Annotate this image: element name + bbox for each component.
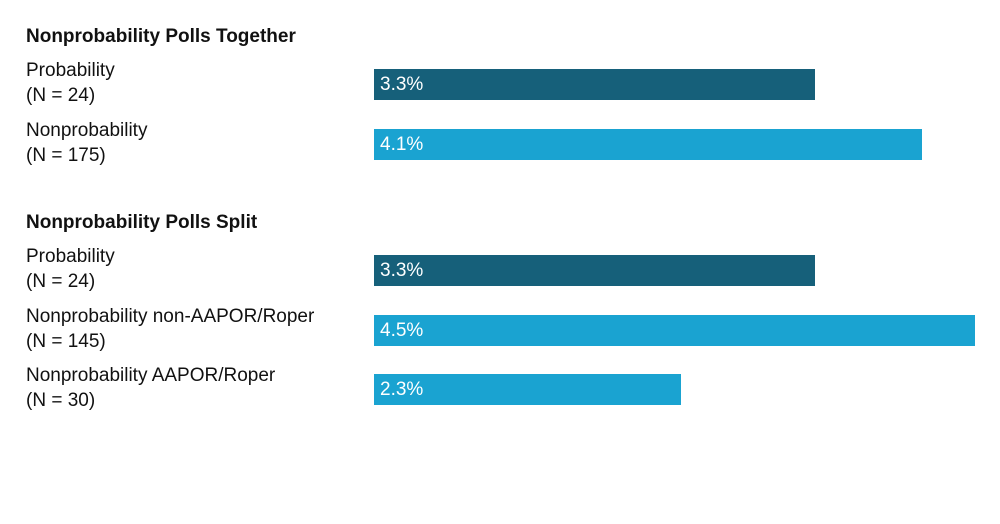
data-label: 2.3% <box>380 379 424 400</box>
bar: 3.3% <box>374 255 815 286</box>
category-sample-size: (N = 145) <box>26 330 106 352</box>
data-label: 3.3% <box>380 260 424 281</box>
category-label: Nonprobability non-AAPOR/Roper (N = 145) <box>26 304 314 354</box>
category-name: Nonprobability <box>26 119 148 141</box>
category-name: Probability <box>26 60 115 81</box>
bar: 4.5% <box>374 314 975 346</box>
category-label: Probability (N = 24) <box>26 244 115 294</box>
category-label: Probability (N = 24) <box>26 58 115 108</box>
category-label: Nonprobability (N = 175) <box>26 118 147 168</box>
bar: 4.1% <box>374 128 922 160</box>
category-name: Probability <box>26 246 115 267</box>
bar: 3.3% <box>374 69 815 100</box>
category-sample-size: (N = 24) <box>26 271 96 292</box>
category-name: Nonprobability AAPOR/Roper <box>26 365 276 386</box>
category-sample-size: (N = 30) <box>26 390 96 411</box>
group-title: Nonprobability Polls Split <box>26 212 258 233</box>
category-sample-size: (N = 175) <box>26 144 106 166</box>
data-label: 4.5% <box>380 319 424 341</box>
category-sample-size: (N = 24) <box>26 85 96 106</box>
group-title: Nonprobability Polls Together <box>26 26 296 47</box>
category-label: Nonprobability AAPOR/Roper (N = 30) <box>26 363 275 413</box>
data-label: 4.1% <box>380 133 424 155</box>
bar: 2.3% <box>374 374 681 405</box>
category-name: Nonprobability non-AAPOR/Roper <box>26 305 315 327</box>
data-label: 3.3% <box>380 74 424 95</box>
